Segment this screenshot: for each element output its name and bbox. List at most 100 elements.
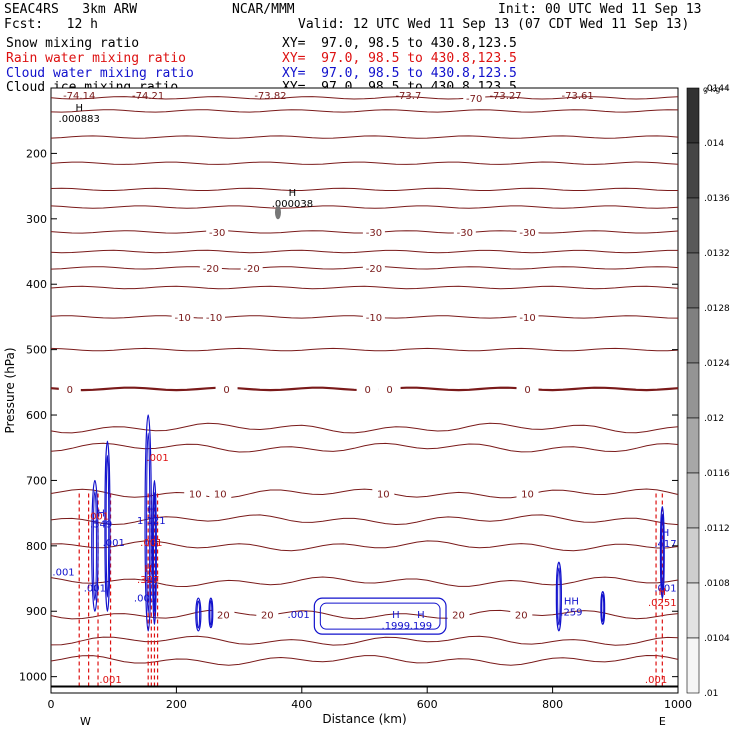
field-cloud-water-xy: XY= 97.0, 98.5 to 430.8,123.5 xyxy=(282,66,517,81)
x-tick-label-1000: 1000 xyxy=(664,698,692,711)
temperature-label-20: 20 xyxy=(217,611,230,622)
y-tick-label-300: 300 xyxy=(26,213,47,226)
field-rain-xy: XY= 97.0, 98.5 to 430.8,123.5 xyxy=(282,51,517,66)
x-axis-label: Distance (km) xyxy=(322,712,406,726)
cloud-water-cell-inner-1 xyxy=(105,454,110,598)
marker-7: H xyxy=(417,610,425,621)
rain-label-1: .001 xyxy=(87,512,109,523)
colorbar-bin-5 xyxy=(686,362,700,419)
marker-value-1: .000038 xyxy=(272,199,313,210)
temperature-contour--60 xyxy=(50,109,679,113)
temperature-contour-8 xyxy=(50,442,679,453)
contour-label-bg xyxy=(378,382,401,395)
rain-label-0: .001 xyxy=(146,453,168,464)
rain-label-2: .001 xyxy=(140,538,162,549)
marker-6: H xyxy=(392,610,400,621)
colorbar-tick-2: .0136 xyxy=(704,194,730,204)
x-tick-label-0: 0 xyxy=(48,698,55,711)
init-time: Init: 00 UTC Wed 11 Sep 13 xyxy=(498,2,702,17)
marker-4: H xyxy=(662,528,670,539)
colorbar-tick-0: .0144 xyxy=(704,84,730,94)
marker-value-6: .1999 xyxy=(382,621,411,632)
field-rain: Rain water mixing ratio xyxy=(6,51,187,66)
colorbar-bin-8 xyxy=(686,527,700,584)
contour-label-bg xyxy=(212,608,235,621)
temperature-label--70: -70 xyxy=(466,94,482,105)
cloud-water-cell-inner-5 xyxy=(209,600,213,626)
contour-label-bg xyxy=(256,608,279,621)
cloud-water-cell-8 xyxy=(659,505,665,599)
y-tick-label-200: 200 xyxy=(26,147,47,160)
colorbar-tick-4: .0128 xyxy=(704,304,730,314)
y-tick-label-1000: 1000 xyxy=(19,671,47,684)
contour-label-bg xyxy=(516,487,539,500)
marker-value-2: .549 xyxy=(90,519,112,530)
temperature-contour--15 xyxy=(50,285,679,290)
contour-label-bg xyxy=(372,487,395,500)
top-value-1: -74.21 xyxy=(132,91,164,102)
contour-label-bg xyxy=(463,91,486,104)
temperature-label--20: -20 xyxy=(203,264,219,275)
cloud-water-cell-4 xyxy=(195,597,202,632)
temperature-contour--35 xyxy=(50,205,679,209)
contour-label-bg xyxy=(171,310,194,323)
marker-5: HH xyxy=(564,597,579,608)
contour-label-bg xyxy=(516,382,539,395)
temperature-label-0: 0 xyxy=(364,385,370,396)
temperature-label--30: -30 xyxy=(457,228,473,239)
contour-label-bg xyxy=(203,310,226,323)
contour-label-bg xyxy=(215,382,238,395)
colorbar-bin-6 xyxy=(686,417,700,474)
model-title: SEAC4RS 3km ARW xyxy=(4,2,138,17)
marker-value-5: .259 xyxy=(560,608,582,619)
colorbar-tick-11: .01 xyxy=(704,689,718,699)
marker-8: H xyxy=(144,564,152,575)
temperature-label-0: 0 xyxy=(386,385,392,396)
organization: NCAR/MMM xyxy=(232,2,295,17)
colorbar-tick-5: .0124 xyxy=(704,359,730,369)
contour-label-bg xyxy=(356,382,379,395)
snow-blob xyxy=(274,205,281,220)
y-tick-label-700: 700 xyxy=(26,474,47,487)
cloud-water-cell-inner-3 xyxy=(153,491,156,613)
colorbar-tick-1: .014 xyxy=(704,139,724,149)
marker-1: H xyxy=(289,188,297,199)
cloud-water-cell-1 xyxy=(104,440,111,612)
endpoint-west: W xyxy=(80,715,91,728)
cloud-water-cell-7 xyxy=(600,591,606,625)
contour-label-bg xyxy=(362,261,385,274)
temperature-contour--5 xyxy=(50,347,679,352)
temperature-label-10: 10 xyxy=(214,490,227,501)
y-tick-label-400: 400 xyxy=(26,278,47,291)
temperature-label--30: -30 xyxy=(209,228,225,239)
colorbar-tick-3: .0132 xyxy=(704,249,730,259)
cloud-water-cell-5 xyxy=(208,597,214,629)
contour-label-bg xyxy=(362,225,385,238)
contour-label-bg xyxy=(516,225,539,238)
colorbar-bin-9 xyxy=(686,582,700,639)
y-tick-label-800: 800 xyxy=(26,540,47,553)
colorbar-tick-7: .0116 xyxy=(704,469,730,479)
colorbar-tick-9: .0108 xyxy=(704,579,730,589)
temperature-label-10: 10 xyxy=(377,490,390,501)
colorbar-units: g kg⁻¹ xyxy=(703,85,728,94)
temperature-label--30: -30 xyxy=(366,228,382,239)
temperature-label--10: -10 xyxy=(206,313,222,324)
top-value-0: -74.14 xyxy=(63,91,95,102)
temperature-contour-22 xyxy=(50,635,679,646)
valid-time: Valid: 12 UTC Wed 11 Sep 13 (07 CDT Wed … xyxy=(298,17,690,32)
temperature-label--10: -10 xyxy=(366,313,382,324)
temperature-contour--40 xyxy=(50,187,678,191)
cloud-water-cell-inner-6 xyxy=(557,567,561,626)
cloud-water-cell-inner-0 xyxy=(92,490,97,601)
temperature-contour--45 xyxy=(50,161,679,165)
x-tick-label-200: 200 xyxy=(166,698,187,711)
field-cloud-water: Cloud water mixing ratio xyxy=(6,66,194,81)
x-tick-label-600: 600 xyxy=(417,698,438,711)
colorbar-tick-6: .012 xyxy=(704,414,724,424)
contour-label-bg xyxy=(184,487,207,500)
temperature-label-0: 0 xyxy=(67,385,73,396)
contour-label-bg xyxy=(58,382,81,395)
marker-value-4: .417 xyxy=(654,539,676,550)
